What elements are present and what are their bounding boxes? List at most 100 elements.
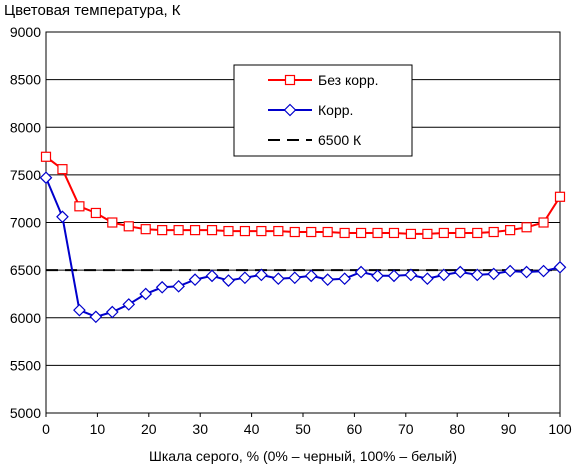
x-tick-label: 10 (90, 421, 106, 437)
data-point-diamond (89, 310, 103, 324)
data-point-square (388, 227, 400, 239)
data-point-diamond (139, 287, 153, 301)
data-point-diamond (371, 269, 384, 283)
series-2 (39, 171, 567, 324)
legend-item: Корр. (268, 102, 353, 118)
data-point-diamond (437, 268, 451, 282)
data-point-diamond (205, 269, 219, 283)
x-tick-label: 20 (141, 421, 157, 437)
data-point-square (322, 226, 333, 238)
legend-label: Без корр. (318, 72, 379, 88)
x-tick-label: 40 (244, 421, 260, 437)
y-tick-label: 7500 (10, 167, 41, 183)
series-line (45, 177, 561, 318)
x-tick-label: 80 (449, 421, 465, 437)
data-point-square (472, 227, 483, 239)
data-point-square (521, 222, 532, 233)
x-tick-label: 30 (192, 421, 208, 437)
data-point-diamond (387, 269, 401, 283)
data-point-diamond (421, 272, 434, 286)
x-tick-label: 50 (295, 421, 311, 437)
data-point-diamond (453, 265, 467, 279)
data-point-diamond (73, 303, 86, 317)
x-tick-label: 90 (501, 421, 517, 437)
data-point-square (289, 226, 300, 238)
legend-item: Без корр. (268, 72, 379, 88)
data-point-diamond (271, 272, 285, 286)
data-point-square (206, 225, 218, 236)
data-point-diamond (354, 265, 368, 279)
data-point-square (284, 74, 296, 86)
data-point-diamond (238, 271, 252, 285)
legend-label: Корр. (318, 102, 353, 118)
data-point-diamond (283, 103, 297, 117)
data-point-diamond (553, 260, 567, 274)
x-axis-ticks: 0 10 20 30 40 50 60 70 80 90 100 (42, 413, 572, 437)
data-point-square (239, 225, 251, 237)
series-group (39, 151, 567, 324)
data-point-square (256, 225, 267, 237)
data-point-diamond (404, 268, 418, 282)
data-point-diamond (321, 273, 335, 286)
legend-box (233, 64, 413, 157)
data-point-square (123, 221, 134, 232)
legend: Без корр. Корр. 6500 К (233, 64, 413, 157)
data-point-diamond (172, 279, 185, 293)
data-point-diamond (537, 264, 550, 278)
data-point-diamond (188, 273, 202, 286)
y-tick-label: 5000 (10, 405, 41, 421)
data-point-diamond (338, 272, 351, 286)
data-point-diamond (288, 271, 302, 285)
data-point-diamond (520, 265, 533, 279)
data-point-square (455, 227, 466, 239)
series-1 (40, 151, 566, 240)
data-point-square (538, 217, 549, 228)
y-tick-label: 6500 (10, 262, 41, 278)
chart-title: Цветовая температура, К (4, 2, 181, 19)
y-axis-ticks: 5000 5500 6000 6500 7000 7500 8000 8500 9000 (10, 24, 41, 421)
legend-item: 6500 К (268, 132, 362, 148)
data-point-square (438, 227, 449, 239)
data-point-square (223, 225, 234, 237)
x-axis-label: Шкала серого, % (0% – черный, 100% – бел… (149, 448, 457, 464)
y-tick-label: 7000 (10, 215, 41, 231)
y-tick-label: 5500 (10, 357, 41, 373)
data-point-square (554, 191, 566, 202)
data-point-square (372, 227, 383, 239)
data-point-square (57, 164, 68, 175)
data-point-square (90, 207, 101, 219)
data-point-square (189, 225, 201, 236)
data-point-diamond (56, 210, 69, 224)
data-point-diamond (222, 274, 235, 287)
data-point-diamond (155, 280, 169, 294)
data-point-square (488, 226, 499, 238)
data-point-square (355, 227, 367, 239)
data-point-diamond (304, 269, 318, 283)
data-point-square (107, 217, 118, 228)
data-point-square (505, 225, 516, 236)
y-tick-label: 6000 (10, 310, 41, 326)
data-point-square (157, 225, 168, 236)
data-point-diamond (487, 267, 501, 281)
y-tick-label: 8000 (10, 119, 41, 135)
data-point-diamond (122, 298, 136, 311)
y-tick-label: 9000 (10, 24, 41, 40)
data-point-square (306, 226, 317, 238)
y-tick-label: 8500 (10, 72, 41, 88)
data-point-square (40, 151, 52, 162)
x-tick-label: 0 (42, 421, 50, 437)
data-point-square (173, 225, 184, 236)
data-point-square (422, 228, 433, 240)
data-point-square (273, 225, 284, 237)
x-tick-label: 60 (347, 421, 363, 437)
data-point-square (74, 201, 85, 212)
data-point-diamond (470, 268, 484, 282)
data-point-diamond (39, 171, 53, 185)
data-point-diamond (255, 268, 268, 282)
data-point-diamond (503, 264, 517, 278)
x-tick-label: 70 (398, 421, 414, 437)
data-point-diamond (105, 305, 119, 319)
legend-label: 6500 К (318, 132, 362, 148)
x-tick-label: 100 (548, 421, 572, 437)
